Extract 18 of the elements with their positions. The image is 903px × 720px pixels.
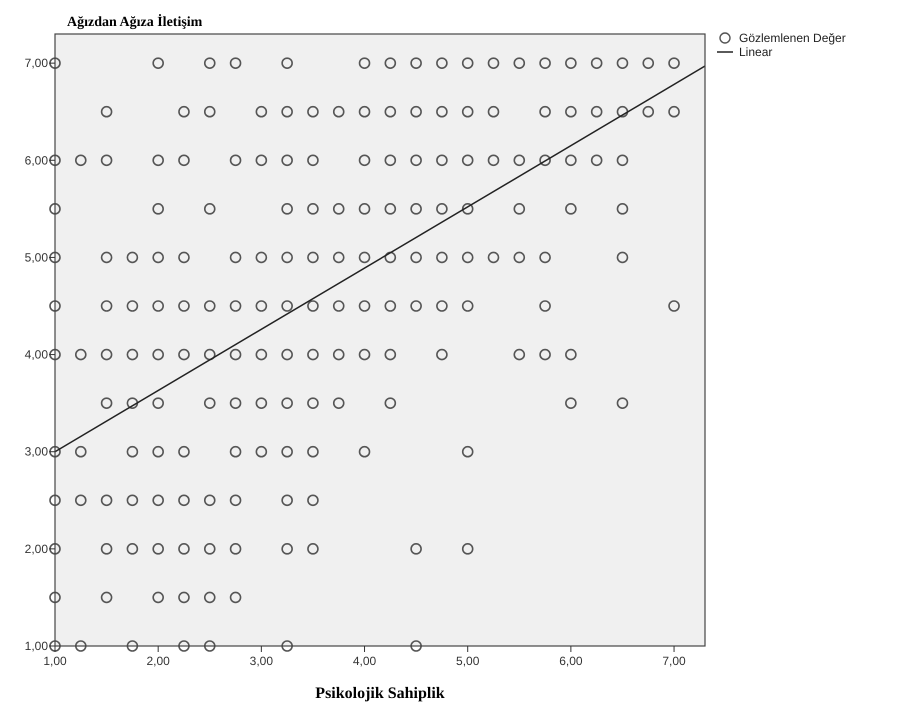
x-tick-label: 3,00 <box>250 654 274 668</box>
x-tick-label: 5,00 <box>456 654 480 668</box>
legend-label: Linear <box>739 45 772 59</box>
x-tick-label: 7,00 <box>662 654 686 668</box>
y-tick-label: 6,00 <box>24 153 48 168</box>
y-tick-label: 5,00 <box>24 250 48 264</box>
y-tick-label: 2,00 <box>24 542 48 556</box>
y-axis-title: Ağızdan Ağıza İletişim <box>67 14 203 30</box>
y-tick-label: 7,00 <box>24 56 48 70</box>
x-tick-label: 4,00 <box>352 654 377 668</box>
y-tick-label: 3,00 <box>24 444 48 459</box>
x-tick-label: 1,00 <box>43 654 67 668</box>
y-tick-label: 1,00 <box>24 639 48 653</box>
x-tick-label: 6,00 <box>559 654 583 668</box>
y-tick-label: 4,00 <box>24 348 48 362</box>
x-axis-title: Psikolojik Sahiplik <box>315 685 445 702</box>
legend-label: Gözlemlenen Değer <box>739 31 846 45</box>
x-tick-label: 2,00 <box>146 654 170 668</box>
